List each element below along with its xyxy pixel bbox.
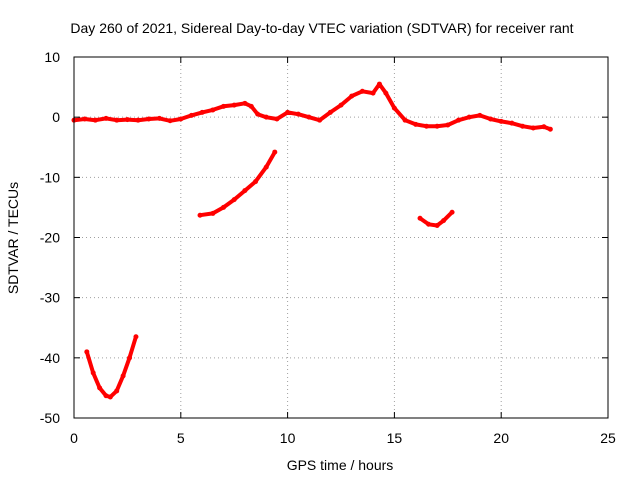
data-point — [359, 88, 365, 94]
data-point — [114, 388, 120, 394]
data-point — [188, 112, 194, 118]
data-point — [84, 349, 90, 355]
x-tick-label: 0 — [70, 430, 78, 446]
data-point — [426, 221, 432, 227]
data-point — [120, 373, 126, 379]
data-point — [231, 197, 237, 203]
data-point — [255, 111, 261, 117]
x-tick-label: 10 — [280, 430, 296, 446]
chart-title: Day 260 of 2021, Sidereal Day-to-day VTE… — [70, 20, 573, 36]
data-point — [349, 93, 355, 99]
x-tick-label: 5 — [177, 430, 185, 446]
data-point — [156, 115, 162, 121]
x-tick-label: 20 — [493, 430, 509, 446]
data-point — [434, 123, 440, 129]
y-tick-label: -30 — [40, 290, 60, 306]
data-point — [466, 114, 472, 120]
data-point — [445, 122, 451, 128]
grid — [74, 57, 608, 418]
data-point — [210, 210, 216, 216]
data-point — [133, 334, 139, 340]
data-point — [391, 105, 397, 111]
data-point — [92, 117, 98, 123]
data-point — [370, 90, 376, 96]
data-point — [520, 123, 526, 129]
data-point — [434, 222, 440, 228]
y-tick-label: -40 — [40, 350, 60, 366]
data-point — [498, 118, 504, 124]
data-point — [441, 218, 447, 224]
data-point — [114, 117, 120, 123]
data-point — [285, 109, 291, 115]
data-point — [135, 117, 141, 123]
data-point — [127, 355, 133, 361]
x-axis-ticks: 0 5 10 15 20 25 — [70, 57, 616, 446]
y-tick-label: 10 — [44, 49, 60, 65]
x-tick-label: 15 — [387, 430, 403, 446]
data-point — [253, 179, 259, 185]
data-point — [338, 102, 344, 108]
x-tick-label: 25 — [600, 430, 616, 446]
data-point — [103, 115, 109, 121]
data-point — [306, 114, 312, 120]
data-point — [231, 102, 237, 108]
data-point — [383, 90, 389, 96]
data-point — [376, 81, 382, 87]
series-rising-arc — [198, 150, 277, 218]
data-point — [103, 393, 109, 399]
data-point — [263, 164, 269, 170]
data-series — [71, 81, 553, 400]
data-point — [221, 204, 227, 210]
data-point — [146, 116, 152, 122]
data-point — [124, 117, 130, 123]
y-tick-label: 0 — [52, 109, 60, 125]
data-point — [449, 209, 455, 215]
data-point — [82, 116, 88, 122]
data-point — [90, 370, 96, 376]
data-point — [317, 117, 323, 123]
x-axis-label: GPS time / hours — [287, 457, 394, 473]
data-point — [455, 117, 461, 123]
data-point — [541, 124, 547, 130]
data-point — [413, 121, 419, 127]
data-point — [402, 117, 408, 123]
data-point — [477, 112, 483, 118]
y-tick-label: -50 — [40, 410, 60, 426]
data-point — [197, 212, 203, 218]
series-low-dip — [84, 334, 138, 399]
data-point — [221, 103, 227, 109]
data-point — [263, 114, 269, 120]
data-point — [178, 116, 184, 122]
data-point — [242, 100, 248, 106]
data-point — [272, 149, 278, 155]
data-point — [423, 123, 429, 129]
data-point — [547, 126, 553, 132]
data-point — [509, 120, 515, 126]
data-point — [274, 116, 280, 122]
series-main — [72, 82, 553, 132]
data-point — [107, 394, 113, 400]
y-tick-label: -10 — [40, 169, 60, 185]
y-axis-ticks: -50 -40 -30 -20 -10 0 10 — [40, 49, 608, 426]
y-tick-label: -20 — [40, 230, 60, 246]
data-point — [530, 125, 536, 131]
data-point — [242, 188, 248, 194]
data-point — [327, 109, 333, 115]
data-point — [417, 215, 423, 221]
data-point — [97, 385, 103, 391]
data-point — [199, 109, 205, 115]
y-axis-label: SDTVAR / TECUs — [5, 182, 21, 294]
data-point — [210, 107, 216, 113]
data-point — [488, 116, 494, 122]
data-point — [295, 111, 301, 117]
data-point — [167, 118, 173, 124]
data-point — [248, 103, 254, 109]
